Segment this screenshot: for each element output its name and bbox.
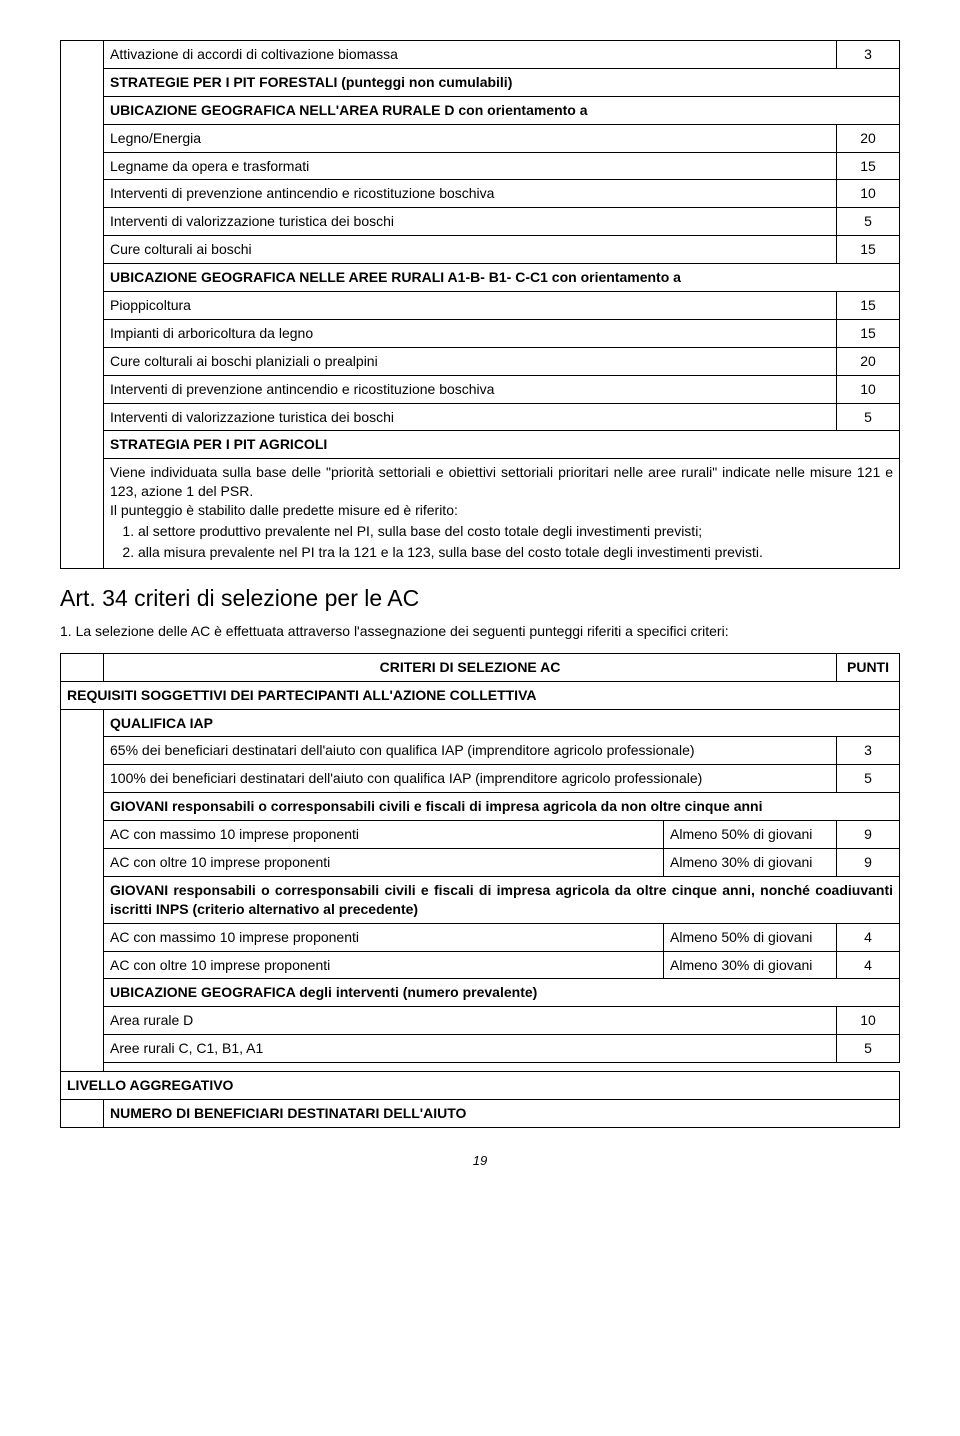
row-label: 100% dei beneficiari destinatari dell'ai…: [104, 765, 837, 793]
strategy-li2: alla misura prevalente nel PI tra la 121…: [138, 543, 893, 562]
row-label: UBICAZIONE GEOGRAFICA NELLE AREE RURALI …: [104, 264, 900, 292]
row-label: Area rurale D: [104, 1007, 837, 1035]
forestali-table: Attivazione di accordi di coltivazione b…: [60, 40, 900, 569]
row-label: Interventi di valorizzazione turistica d…: [104, 208, 837, 236]
row-label: Interventi di prevenzione antincendio e …: [104, 375, 837, 403]
row-label: Attivazione di accordi di coltivazione b…: [104, 41, 837, 69]
row-val: 9: [837, 848, 900, 876]
row-c2: Almeno 50% di giovani: [664, 923, 837, 951]
section-header: REQUISITI SOGGETTIVI DEI PARTECIPANTI AL…: [61, 681, 900, 709]
row-label: Interventi di prevenzione antincendio e …: [104, 180, 837, 208]
row-c2: Almeno 30% di giovani: [664, 951, 837, 979]
row-label: Cure colturali ai boschi planiziali o pr…: [104, 347, 837, 375]
row-label: GIOVANI responsabili o corresponsabili c…: [104, 793, 900, 821]
row-val: 5: [837, 765, 900, 793]
article-heading: Art. 34 criteri di selezione per le AC: [60, 583, 900, 614]
row-c2: Almeno 30% di giovani: [664, 848, 837, 876]
strategy-list: al settore produttivo prevalente nel PI,…: [138, 522, 893, 562]
row-c1: AC con massimo 10 imprese proponenti: [104, 821, 664, 849]
intro-text: La selezione delle AC è effettuata attra…: [76, 623, 729, 639]
row-label: Pioppicoltura: [104, 292, 837, 320]
ac-criteria-table: CRITERI DI SELEZIONE AC PUNTI REQUISITI …: [60, 653, 900, 1128]
row-val: 3: [837, 737, 900, 765]
section-header: LIVELLO AGGREGATIVO: [61, 1072, 900, 1100]
row-val: 4: [837, 951, 900, 979]
section-header: [104, 1063, 900, 1072]
strategy-cell: Viene individuata sulla base delle "prio…: [104, 459, 900, 568]
row-label: Impianti di arboricoltura da legno: [104, 319, 837, 347]
row-val: 3: [837, 41, 900, 69]
row-c1: AC con massimo 10 imprese proponenti: [104, 923, 664, 951]
row-val: 15: [837, 319, 900, 347]
row-val: 5: [837, 208, 900, 236]
row-val: 15: [837, 292, 900, 320]
row-val: 10: [837, 1007, 900, 1035]
intro-paragraph: 1. La selezione delle AC è effettuata at…: [60, 622, 900, 641]
row-label: UBICAZIONE GEOGRAFICA degli interventi (…: [104, 979, 900, 1007]
row-label: Aree rurali C, C1, B1, A1: [104, 1035, 837, 1063]
row-val: 15: [837, 152, 900, 180]
row-c2: Almeno 50% di giovani: [664, 821, 837, 849]
row-label: NUMERO DI BENEFICIARI DESTINATARI DELL'A…: [104, 1100, 900, 1128]
header-punti: PUNTI: [837, 653, 900, 681]
header-criteri: CRITERI DI SELEZIONE AC: [104, 653, 837, 681]
row-label: Legname da opera e trasformati: [104, 152, 837, 180]
row-c1: AC con oltre 10 imprese proponenti: [104, 951, 664, 979]
row-label: 65% dei beneficiari destinatari dell'aiu…: [104, 737, 837, 765]
row-val: 10: [837, 180, 900, 208]
strategy-li1: al settore produttivo prevalente nel PI,…: [138, 522, 893, 541]
page-number: 19: [60, 1152, 900, 1170]
row-label: GIOVANI responsabili o corresponsabili c…: [104, 876, 900, 923]
row-val: 15: [837, 236, 900, 264]
row-val: 10: [837, 375, 900, 403]
row-label: QUALIFICA IAP: [104, 709, 900, 737]
row-val: 5: [837, 403, 900, 431]
row-val: 5: [837, 1035, 900, 1063]
row-label: STRATEGIE PER I PIT FORESTALI (punteggi …: [104, 68, 900, 96]
row-val: 20: [837, 124, 900, 152]
row-val: 20: [837, 347, 900, 375]
row-val: 4: [837, 923, 900, 951]
strategy-p1: Viene individuata sulla base delle "prio…: [110, 463, 893, 501]
row-label: Legno/Energia: [104, 124, 837, 152]
intro-num: 1.: [60, 623, 72, 639]
strategy-p2: Il punteggio è stabilito dalle predette …: [110, 501, 893, 520]
row-c1: AC con oltre 10 imprese proponenti: [104, 848, 664, 876]
row-val: 9: [837, 821, 900, 849]
row-label: STRATEGIA PER I PIT AGRICOLI: [104, 431, 900, 459]
row-label: Interventi di valorizzazione turistica d…: [104, 403, 837, 431]
row-label: Cure colturali ai boschi: [104, 236, 837, 264]
row-label: UBICAZIONE GEOGRAFICA NELL'AREA RURALE D…: [104, 96, 900, 124]
